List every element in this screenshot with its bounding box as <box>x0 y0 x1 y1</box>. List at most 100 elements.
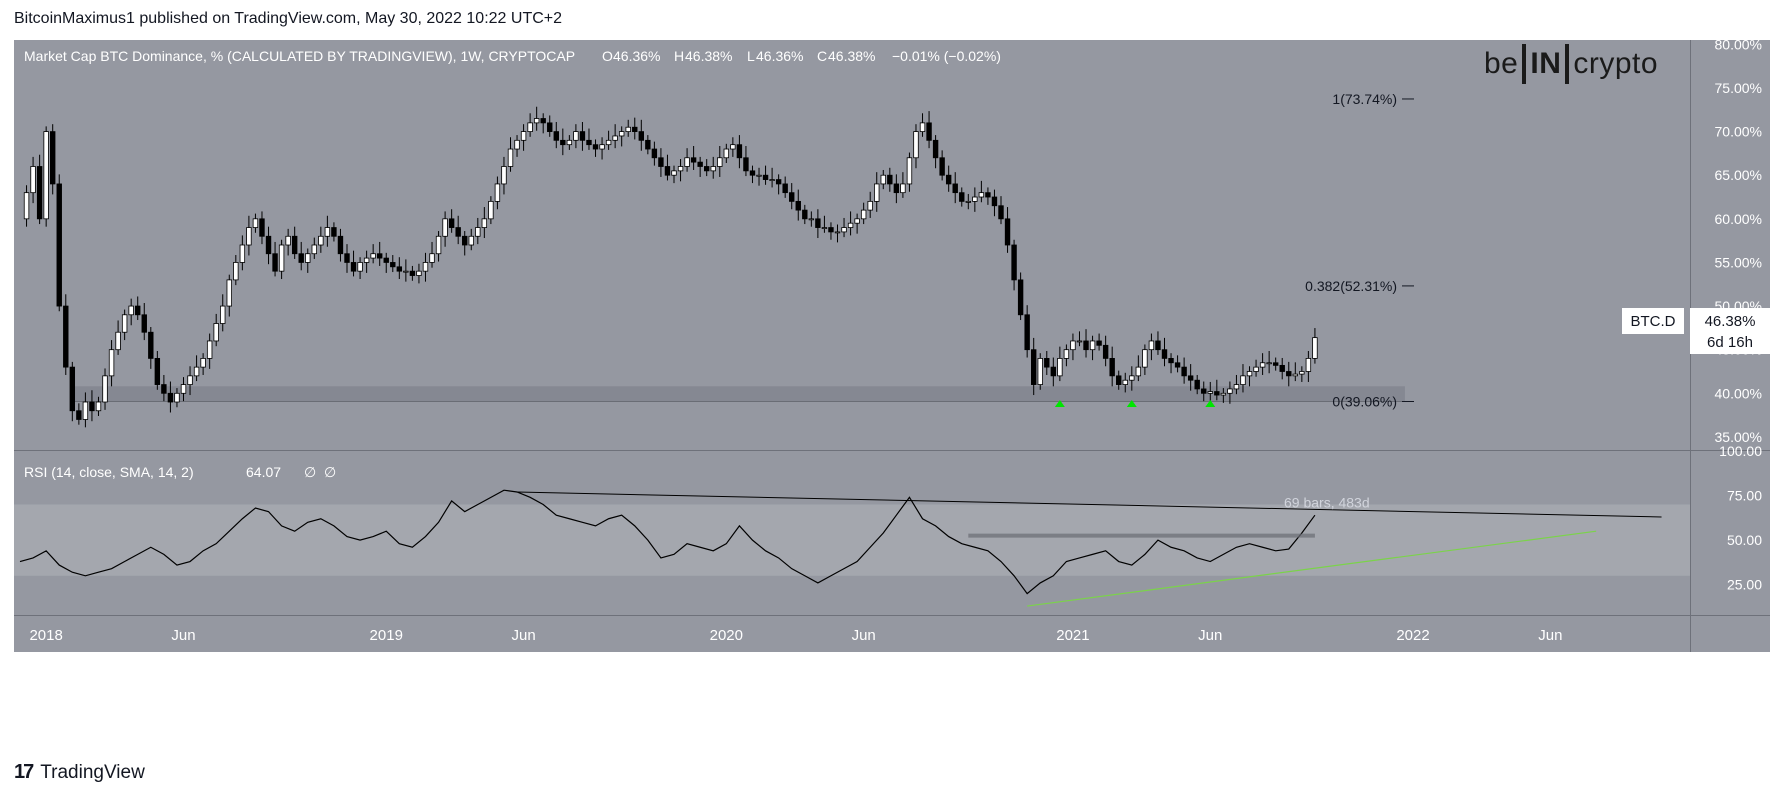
time-tick-label: 2019 <box>370 627 403 644</box>
rsi-line <box>19 489 1316 595</box>
candle-down <box>540 118 546 124</box>
candle-up <box>1057 358 1063 377</box>
candle-up <box>573 131 579 141</box>
candle-up <box>102 375 108 403</box>
candle-up <box>965 200 971 203</box>
bounce-marker <box>1205 400 1216 407</box>
candle-down <box>63 305 69 368</box>
candle-down <box>161 384 167 394</box>
candle-down <box>50 131 56 185</box>
candle-up <box>710 166 716 172</box>
candle-up <box>1122 379 1128 385</box>
candle-up <box>285 235 291 246</box>
candle-down <box>592 144 599 150</box>
candle-up <box>357 262 363 272</box>
candle-up <box>370 253 376 259</box>
time-tick-label: Jun <box>1198 627 1222 644</box>
candle-down <box>638 131 644 141</box>
candle-down <box>337 235 344 255</box>
candle-down <box>148 331 154 359</box>
ohlc-c-label: C <box>817 48 827 64</box>
candle-down <box>998 205 1004 220</box>
candle-down <box>1181 366 1187 377</box>
candle-up <box>677 166 684 172</box>
candle-up <box>978 192 985 198</box>
candle-down <box>658 157 664 167</box>
candle-up <box>1240 375 1246 385</box>
candle-up <box>43 131 49 220</box>
rsi-legend-extra1: ∅ <box>304 464 316 480</box>
chart-container[interactable]: 1(73.74%) 0.382(52.31%) 0(39.06%) 69 bars,… <box>14 36 1770 748</box>
candle-up <box>468 235 474 246</box>
candle-down <box>789 192 795 202</box>
logo-be: be <box>1484 47 1519 80</box>
candle-down <box>736 144 743 159</box>
rsi-support-line <box>1027 530 1597 607</box>
price-tick-label: 60.00% <box>1715 211 1762 227</box>
candle-down <box>1155 340 1161 351</box>
candle-down <box>632 126 638 132</box>
time-axis-bg <box>14 616 1690 652</box>
candle-up <box>442 218 448 237</box>
candle-up <box>174 392 180 403</box>
candle-down <box>985 192 991 198</box>
fib-label: 1(73.74%) <box>1332 91 1397 107</box>
candle-up <box>1253 366 1259 372</box>
candle-up <box>501 166 507 185</box>
logo-crypto: crypto <box>1573 47 1659 80</box>
candle-down <box>1168 358 1174 364</box>
footer: 17 TradingView <box>14 761 145 784</box>
candle-up <box>625 126 631 132</box>
candle-up <box>821 227 828 229</box>
candle-down <box>409 270 416 276</box>
chart-svg[interactable]: 1(73.74%) 0.382(52.31%) 0(39.06%) 69 bars,… <box>14 36 1770 748</box>
candle-down <box>141 314 147 333</box>
beincrypto-logo: be IN crypto <box>1484 44 1658 84</box>
candle-up <box>756 174 762 177</box>
candle-down <box>1214 391 1220 396</box>
candle-up <box>435 235 442 255</box>
candle-up <box>1063 349 1070 359</box>
footer-brand[interactable]: TradingView <box>40 761 145 783</box>
price-tick-label: 40.00% <box>1715 385 1762 401</box>
support-zone <box>72 386 1405 402</box>
candle-up <box>612 135 618 141</box>
candle-up <box>252 218 259 228</box>
candle-down <box>945 174 952 185</box>
time-tick-label: 2018 <box>29 627 62 644</box>
candle-down <box>298 253 304 263</box>
candle-down <box>1187 375 1194 381</box>
candle-up <box>1142 349 1148 368</box>
candle-down <box>795 200 801 211</box>
ohlc-c-value: 46.38% <box>828 48 875 64</box>
candle-up <box>1089 340 1096 351</box>
candle-down <box>69 366 76 412</box>
candle-down <box>1109 358 1115 377</box>
candle-up <box>95 401 102 412</box>
candle-up <box>429 253 435 263</box>
countdown-label: 6d 16h <box>1707 334 1753 351</box>
candle-down <box>1279 364 1285 372</box>
ohlc-o-label: O <box>602 48 613 64</box>
candle-down <box>291 235 298 255</box>
candle-up <box>475 227 481 237</box>
candle-down <box>1024 314 1030 351</box>
price-badge: BTC.D 46.38% 6d 16h <box>1622 308 1770 354</box>
candle-up <box>220 305 226 324</box>
candle-down <box>1044 358 1050 368</box>
candle-down <box>762 174 769 180</box>
candle-down <box>455 227 461 237</box>
candle-up <box>618 131 625 137</box>
candle-down <box>1194 379 1200 390</box>
candle-down <box>802 209 808 220</box>
candle-up <box>416 270 422 276</box>
candle-down <box>815 218 821 228</box>
candle-up <box>671 170 677 176</box>
rsi-plot: 69 bars, 483d <box>14 489 1690 607</box>
candle-down <box>645 139 651 150</box>
candle-up <box>841 227 847 233</box>
candle-up <box>900 183 906 194</box>
last-value-label: 46.38% <box>1705 313 1756 330</box>
candle-down <box>553 131 559 141</box>
candle-down <box>344 253 350 263</box>
